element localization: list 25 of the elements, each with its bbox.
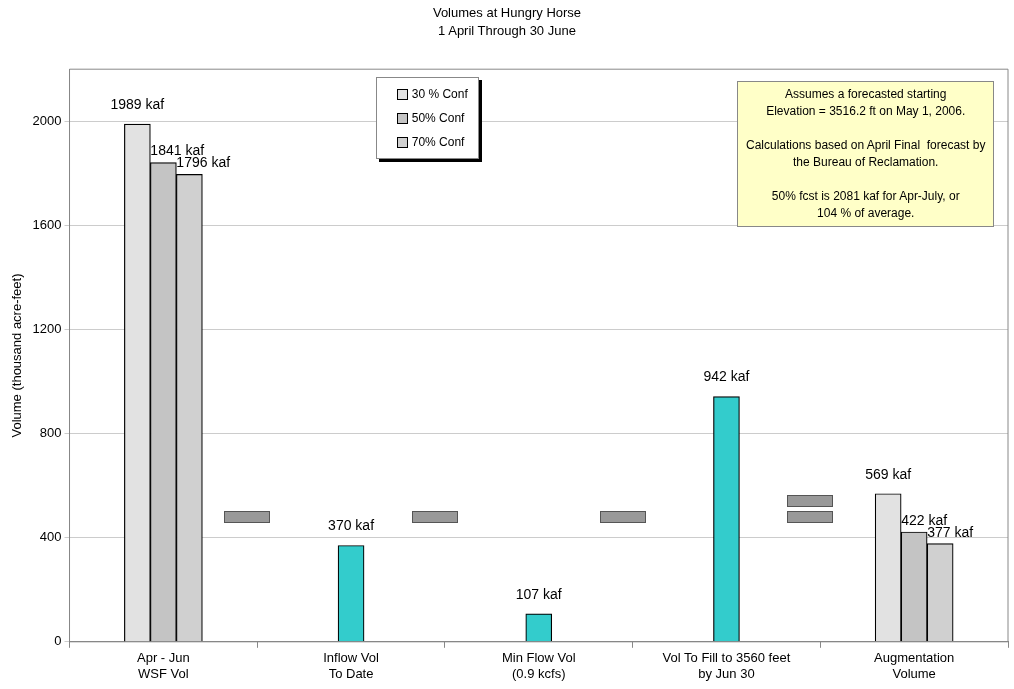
data-label: 107 kaf (515, 585, 562, 602)
y-tick-label: 1600 (32, 216, 62, 232)
chart-title: Volumes at Hungry Horse (432, 5, 582, 21)
text: Assumes a forecasted starting Elevation = 3516.2 ft on May 1, 2006. Calculations based on April Final forecast by the Bureau of Reclamation. 50% fcst is 2081 kaf for Apr-July, or 104 % of average. (746, 87, 986, 221)
y-tick-label: 1200 (32, 321, 62, 337)
chart-subtitle: 1 April Through 30 June (438, 22, 576, 38)
y-tick-label: 0 (54, 633, 62, 649)
y-tick-label: 2000 (32, 112, 62, 128)
data-label: 1989 kaf (110, 95, 165, 112)
x-tick-label: Apr - Jun WSF Vol (136, 650, 190, 681)
y-tick-label: 800 (39, 425, 62, 441)
x-tick-label: Inflow Vol To Date (323, 650, 379, 681)
x-tick-label: Augmentation Volume (874, 650, 955, 681)
data-label: 370 kaf (328, 517, 375, 534)
y-tick-label: 400 (39, 529, 62, 545)
data-label: 569 kaf (865, 465, 912, 482)
data-label: 942 kaf (703, 368, 750, 385)
x-tick-label: Min Flow Vol (0.9 kcfs) (501, 650, 576, 681)
data-label: 422 kaf (901, 511, 948, 528)
x-tick-label: Vol To Fill to 3560 feet by Jun 30 (662, 650, 791, 681)
legend-label: 70% Conf (411, 135, 465, 150)
y-axis-title: Volume (thousand acre-feet) (9, 273, 25, 438)
legend-label: 30 % Conf (411, 87, 468, 102)
data-label: 1796 kaf (176, 154, 231, 171)
legend-label: 50% Conf (411, 111, 465, 126)
